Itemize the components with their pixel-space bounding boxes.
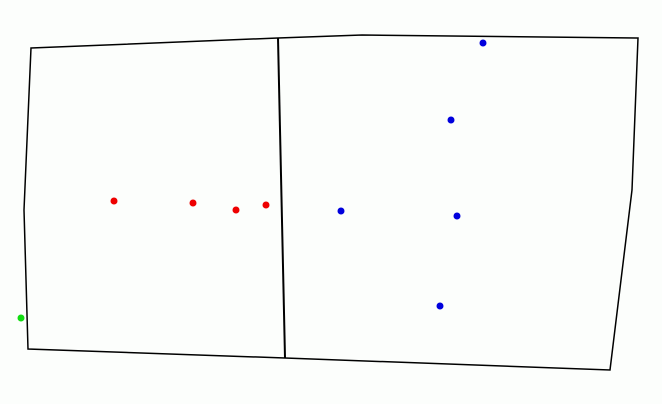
- blue-point-group: [337, 39, 487, 310]
- red-point: [110, 197, 118, 205]
- blue-point: [453, 212, 461, 220]
- red-point-group: [110, 197, 270, 214]
- green-point-group: [17, 314, 25, 322]
- blue-point: [479, 39, 487, 47]
- region-divider: [277, 37, 286, 359]
- red-point: [232, 206, 240, 214]
- green-point: [17, 314, 25, 322]
- red-point: [262, 201, 270, 209]
- blue-point: [337, 207, 345, 215]
- blue-point: [436, 302, 444, 310]
- outer-boundary: [23, 34, 639, 371]
- red-point: [189, 199, 197, 207]
- blue-point: [447, 116, 455, 124]
